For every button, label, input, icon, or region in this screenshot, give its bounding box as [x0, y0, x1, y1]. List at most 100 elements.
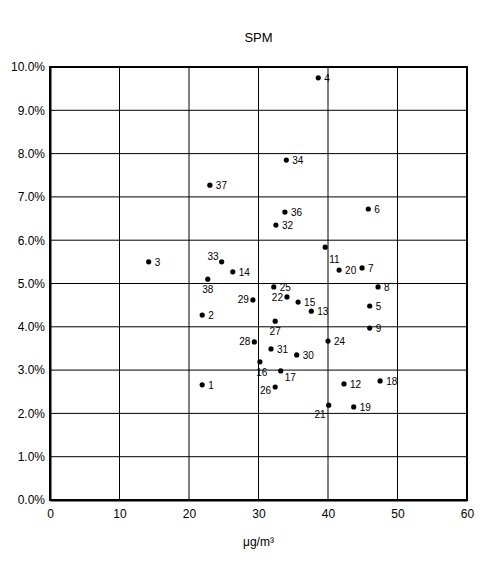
point [323, 245, 328, 250]
point-label: 26 [260, 385, 272, 396]
tick: 20 [183, 500, 197, 521]
chart: 01020304050600.0%1.0%2.0%3.0%4.0%5.0%6.0… [0, 0, 493, 564]
tick-label: 20 [183, 507, 197, 521]
point-label: 29 [238, 294, 250, 305]
point-label: 32 [282, 220, 294, 231]
tick: 8.0% [18, 147, 50, 161]
point [284, 157, 289, 162]
point [207, 183, 212, 188]
tick-label: 9.0% [18, 104, 46, 118]
point-label: 3 [155, 257, 161, 268]
x-axis-label: μg/m³ [243, 535, 274, 549]
point-label: 27 [270, 326, 282, 337]
point [230, 269, 235, 274]
point-label: 12 [350, 379, 362, 390]
point-label: 2 [208, 310, 214, 321]
grid-line [50, 413, 467, 414]
tick: 1.0% [18, 450, 50, 464]
point-label: 34 [292, 155, 304, 166]
point [341, 381, 346, 386]
point [273, 319, 278, 324]
tick-label: 2.0% [18, 407, 46, 421]
tick: 30 [252, 500, 266, 521]
point [375, 284, 380, 289]
point [268, 346, 273, 351]
point-label: 21 [315, 409, 327, 420]
point [367, 303, 372, 308]
point-label: 5 [376, 301, 382, 312]
tick-label: 7.0% [18, 190, 46, 204]
point-label: 30 [303, 350, 315, 361]
point-label: 15 [304, 297, 316, 308]
point [146, 259, 151, 264]
tick: 0 [47, 500, 54, 521]
point-label: 25 [280, 282, 292, 293]
tick: 60 [461, 500, 475, 521]
point [325, 338, 330, 343]
point-label: 31 [277, 344, 289, 355]
tick-label: 10 [113, 507, 127, 521]
point [273, 222, 278, 227]
tick-label: 40 [322, 507, 336, 521]
grid-line [50, 196, 467, 197]
point-label: 14 [239, 267, 251, 278]
tick: 9.0% [18, 104, 50, 118]
point [250, 297, 255, 302]
x-axis: 0102030405060 [47, 500, 474, 521]
point [257, 359, 262, 364]
tick-label: 4.0% [18, 320, 46, 334]
point-label: 9 [376, 323, 382, 334]
tick-label: 0.0% [18, 493, 46, 507]
point [337, 267, 342, 272]
tick-label: 6.0% [18, 234, 46, 248]
tick: 10.0% [11, 60, 50, 74]
tick-label: 10.0% [11, 60, 45, 74]
point-label: 33 [208, 251, 220, 262]
point-label: 38 [202, 284, 214, 295]
point [219, 259, 224, 264]
point [278, 368, 283, 373]
point-label: 28 [239, 336, 251, 347]
plot-frame [50, 67, 467, 500]
point [366, 206, 371, 211]
title: SPM [244, 30, 272, 45]
grid-line [50, 326, 467, 327]
point [252, 339, 257, 344]
point [205, 277, 210, 282]
tick: 0.0% [18, 493, 50, 507]
point-label: 11 [329, 254, 340, 265]
grid-line [50, 153, 467, 154]
point [294, 352, 299, 357]
point [282, 209, 287, 214]
point-label: 13 [317, 306, 329, 317]
point-label: 4 [324, 73, 330, 84]
point-label: 22 [272, 292, 284, 303]
point-label: 16 [256, 367, 268, 378]
tick-label: 0 [47, 507, 54, 521]
point-label: 20 [345, 265, 357, 276]
point-label: 19 [360, 402, 372, 413]
tick-label: 30 [252, 507, 266, 521]
tick: 6.0% [18, 234, 50, 248]
point [200, 382, 205, 387]
point-label: 7 [368, 263, 374, 274]
tick: 7.0% [18, 190, 50, 204]
tick: 40 [322, 500, 336, 521]
grid-line [50, 240, 467, 241]
point-label: 6 [374, 204, 380, 215]
tick: 3.0% [18, 363, 50, 377]
tick-label: 60 [461, 507, 475, 521]
point [367, 325, 372, 330]
point [309, 309, 314, 314]
tick: 4.0% [18, 320, 50, 334]
point [326, 403, 331, 408]
point [200, 313, 205, 318]
point [273, 384, 278, 389]
tick: 5.0% [18, 277, 50, 291]
grid-line [50, 456, 467, 457]
point [284, 294, 289, 299]
points [146, 75, 383, 409]
grid-line [50, 283, 467, 284]
tick: 10 [113, 500, 127, 521]
point-label: 36 [291, 207, 303, 218]
